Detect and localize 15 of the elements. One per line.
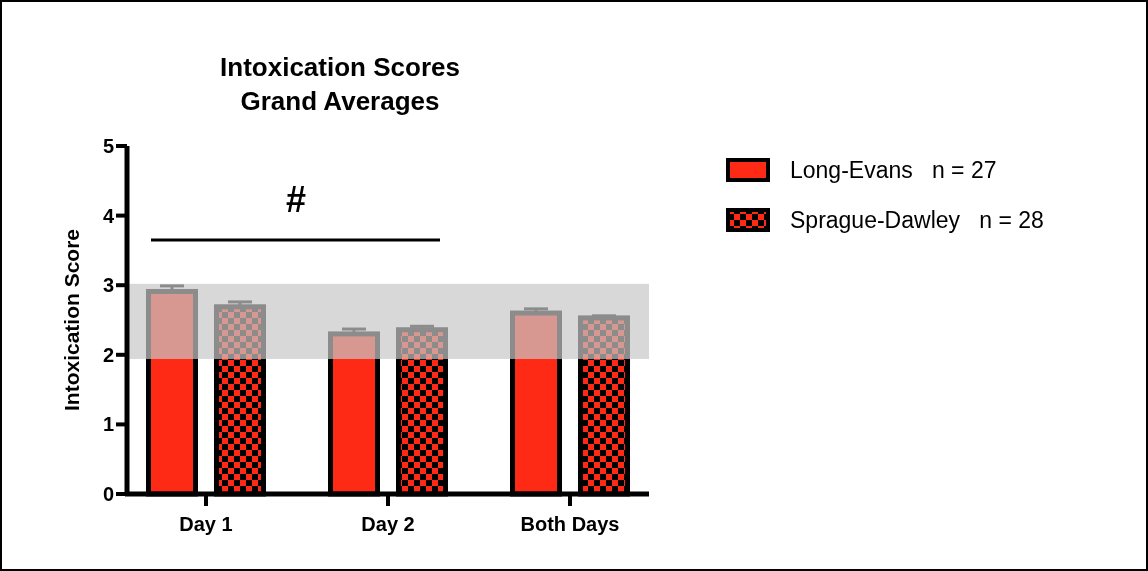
y-tick-label: 4 [102, 204, 115, 227]
annotation: # [285, 179, 307, 221]
chart-title: Intoxication Scores [220, 52, 460, 82]
x-tick-label: Day 1 [179, 513, 233, 535]
y-tick-label: 2 [102, 343, 114, 366]
x-tick-label: Day 2 [361, 513, 415, 535]
y-tick-label: 3 [102, 274, 114, 297]
y-tick-label: 0 [102, 483, 114, 505]
legend-label: Long-Evans n = 27 [790, 157, 997, 184]
y-axis-title: Intoxication Score [60, 228, 83, 412]
legend-label: Sprague-Dawley n = 28 [790, 207, 1044, 234]
chart-subtitle: Grand Averages [240, 86, 440, 116]
y-tick-label: 5 [102, 135, 114, 157]
y-tick-label: 1 [102, 413, 114, 436]
x-tick-label: Both Days [520, 513, 620, 535]
